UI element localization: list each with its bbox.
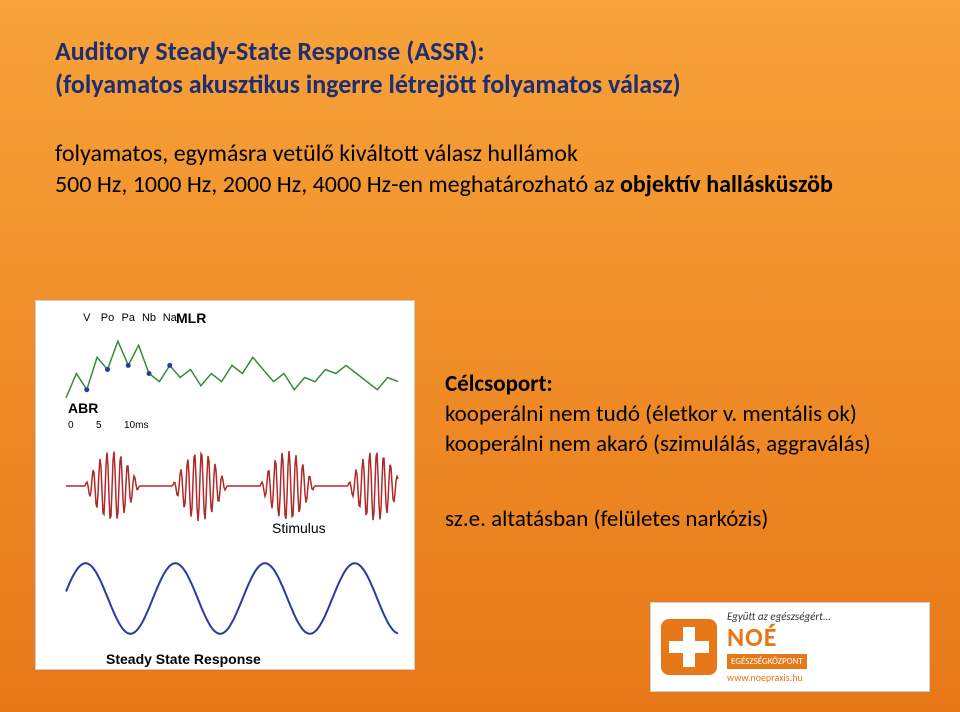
- svg-text:Pa: Pa: [122, 312, 136, 324]
- logo-subtitle: EGÉSZSÉGKÖZPONT: [727, 654, 807, 669]
- svg-text:MLR: MLR: [176, 310, 206, 326]
- assr-chart-svg: VPoPaNbNaABRMLR0510msStimulusSteady Stat…: [36, 301, 416, 671]
- assr-chart: VPoPaNbNaABRMLR0510msStimulusSteady Stat…: [35, 300, 415, 670]
- svg-text:0: 0: [68, 420, 74, 431]
- target-line-1: kooperálni nem tudó (életkor v. mentális…: [445, 400, 925, 430]
- svg-text:Steady State Response: Steady State Response: [106, 651, 261, 667]
- svg-text:ABR: ABR: [68, 400, 98, 416]
- svg-text:Stimulus: Stimulus: [272, 520, 326, 536]
- logo-text: Együtt az egészségért... NOÉ EGÉSZSÉGKÖZ…: [727, 610, 831, 683]
- slide-title: Auditory Steady-State Response (ASSR):: [55, 35, 920, 68]
- slide: Auditory Steady-State Response (ASSR): (…: [0, 0, 960, 712]
- body-text: folyamatos, egymásra vetülő kiváltott vá…: [55, 138, 920, 200]
- cross-icon: [661, 619, 717, 675]
- svg-text:Po: Po: [101, 312, 114, 324]
- body-line-2-pre: 500 Hz, 1000 Hz, 2000 Hz, 4000 Hz-en meg…: [55, 170, 620, 199]
- logo-url: www.noepraxis.hu: [727, 671, 831, 684]
- footnote: sz.e. altatásban (felületes narkózis): [445, 505, 768, 533]
- body-line-1: folyamatos, egymásra vetülő kiváltott vá…: [55, 138, 920, 169]
- body-line-2: 500 Hz, 1000 Hz, 2000 Hz, 4000 Hz-en meg…: [55, 169, 920, 200]
- svg-text:5: 5: [96, 420, 102, 431]
- logo-block: Együtt az egészségért... NOÉ EGÉSZSÉGKÖZ…: [650, 602, 930, 692]
- logo-name: NOÉ: [727, 626, 831, 649]
- target-label: Célcsoport:: [445, 370, 925, 400]
- svg-text:V: V: [83, 312, 91, 324]
- svg-text:Nb: Nb: [142, 312, 156, 324]
- target-block: Célcsoport: kooperálni nem tudó (életkor…: [445, 370, 925, 460]
- target-line-2: kooperálni nem akaró (szimulálás, aggrav…: [445, 430, 925, 460]
- svg-text:10ms: 10ms: [124, 420, 148, 431]
- body-line-2-objective: objektív hallásküszöb: [620, 170, 833, 199]
- slide-subtitle: (folyamatos akusztikus ingerre létrejött…: [55, 68, 920, 101]
